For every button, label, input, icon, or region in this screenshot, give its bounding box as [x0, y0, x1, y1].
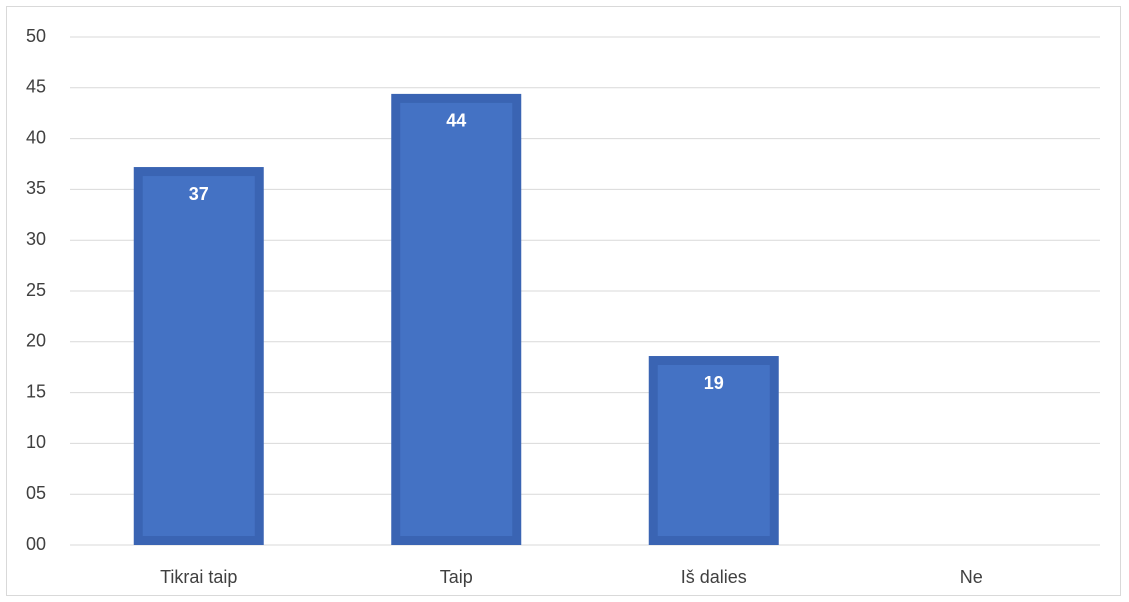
x-tick-label: Iš dalies: [681, 567, 747, 587]
bar-inner: [400, 102, 513, 537]
data-label: 19: [704, 373, 724, 393]
y-tick-label: 35: [26, 178, 46, 198]
y-tick-label: 40: [26, 127, 46, 147]
y-tick-label: 20: [26, 331, 46, 351]
y-tick-label: 45: [26, 77, 46, 97]
y-tick-label: 30: [26, 229, 46, 249]
x-tick-label: Taip: [440, 567, 473, 587]
y-tick-label: 10: [26, 432, 46, 452]
x-tick-label: Ne: [960, 567, 983, 587]
y-tick-label: 15: [26, 381, 46, 401]
x-tick-label: Tikrai taip: [160, 567, 237, 587]
bar-inner: [142, 176, 255, 536]
y-tick-label: 00: [26, 534, 46, 554]
y-tick-label: 05: [26, 483, 46, 503]
data-label: 44: [446, 111, 466, 131]
y-tick-label: 50: [26, 26, 46, 46]
data-label: 37: [189, 184, 209, 204]
bar-inner: [657, 365, 770, 536]
y-tick-label: 25: [26, 280, 46, 300]
